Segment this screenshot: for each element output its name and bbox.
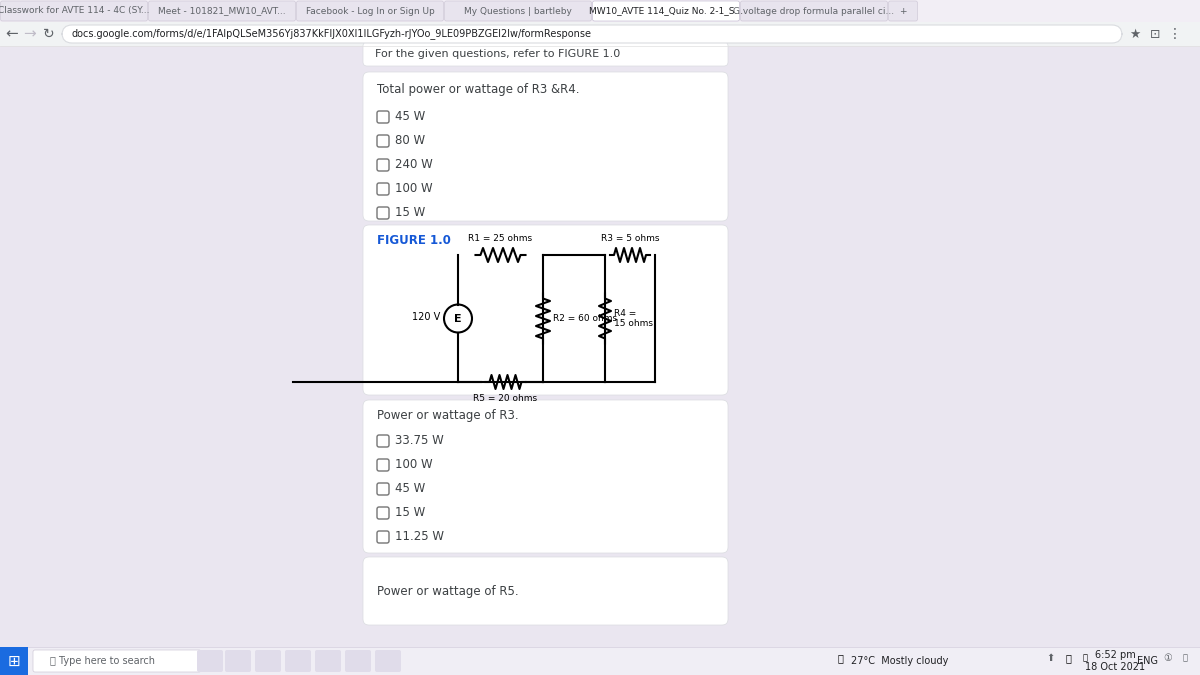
- FancyBboxPatch shape: [149, 1, 295, 21]
- FancyBboxPatch shape: [377, 459, 389, 471]
- Text: R4 =: R4 =: [614, 309, 636, 318]
- Text: 240 W: 240 W: [395, 159, 433, 171]
- FancyBboxPatch shape: [197, 650, 223, 672]
- FancyBboxPatch shape: [296, 1, 444, 21]
- Text: R1 = 25 ohms: R1 = 25 ohms: [468, 234, 533, 243]
- FancyBboxPatch shape: [444, 1, 592, 21]
- Bar: [0, 0, 1200, 22]
- Text: 15 W: 15 W: [395, 506, 425, 520]
- FancyBboxPatch shape: [377, 507, 389, 519]
- Text: 45 W: 45 W: [395, 111, 425, 124]
- Text: 80 W: 80 W: [395, 134, 425, 148]
- Text: For the given questions, refer to FIGURE 1.0: For the given questions, refer to FIGURE…: [374, 49, 620, 59]
- FancyBboxPatch shape: [377, 483, 389, 495]
- FancyBboxPatch shape: [364, 400, 728, 553]
- Circle shape: [444, 304, 472, 333]
- FancyBboxPatch shape: [593, 1, 739, 21]
- Text: MW10_AVTE 114_Quiz No. 2-1_S...: MW10_AVTE 114_Quiz No. 2-1_S...: [589, 7, 743, 16]
- Text: FIGURE 1.0: FIGURE 1.0: [377, 234, 451, 248]
- Text: Meet - 101821_MW10_AVT...: Meet - 101821_MW10_AVT...: [158, 7, 286, 16]
- FancyBboxPatch shape: [364, 225, 728, 395]
- FancyBboxPatch shape: [377, 111, 389, 123]
- Text: 📶: 📶: [1082, 653, 1087, 662]
- Text: docs.google.com/forms/d/e/1FAlpQLSeM356Yj837KkFIJX0XI1ILGFyzh-rJYOo_9LE09PBZGEl2: docs.google.com/forms/d/e/1FAlpQLSeM356Y…: [72, 28, 592, 39]
- Text: ⊡: ⊡: [1150, 28, 1160, 40]
- Text: 6:52 pm: 6:52 pm: [1094, 650, 1135, 660]
- Text: ⋮: ⋮: [1168, 27, 1182, 41]
- Text: ↻: ↻: [43, 27, 55, 41]
- FancyBboxPatch shape: [346, 650, 371, 672]
- FancyBboxPatch shape: [888, 1, 918, 21]
- Text: 🌤: 🌤: [838, 653, 842, 663]
- FancyBboxPatch shape: [314, 650, 341, 672]
- FancyBboxPatch shape: [740, 1, 888, 21]
- Text: ①: ①: [1164, 653, 1172, 663]
- Text: 120 V: 120 V: [412, 311, 440, 321]
- Text: 27°C  Mostly cloudy: 27°C Mostly cloudy: [851, 656, 949, 666]
- FancyBboxPatch shape: [286, 650, 311, 672]
- Text: Power or wattage of R5.: Power or wattage of R5.: [377, 585, 518, 597]
- Bar: [0, 647, 1200, 675]
- Text: 15 W: 15 W: [395, 207, 425, 219]
- FancyBboxPatch shape: [377, 159, 389, 171]
- FancyBboxPatch shape: [377, 207, 389, 219]
- Text: Facebook - Log In or Sign Up: Facebook - Log In or Sign Up: [306, 7, 434, 16]
- FancyBboxPatch shape: [364, 42, 728, 66]
- Text: ⬛: ⬛: [1182, 653, 1188, 662]
- Text: R3 = 5 ohms: R3 = 5 ohms: [601, 234, 659, 243]
- FancyBboxPatch shape: [34, 650, 202, 672]
- Text: Power or wattage of R3.: Power or wattage of R3.: [377, 410, 518, 423]
- Text: ★: ★: [1129, 28, 1141, 40]
- Text: ⬆: ⬆: [1046, 653, 1054, 663]
- Text: 100 W: 100 W: [395, 182, 433, 196]
- FancyBboxPatch shape: [62, 25, 1122, 43]
- Bar: [0, 22, 1200, 46]
- Text: 🔍 Type here to search: 🔍 Type here to search: [50, 656, 155, 666]
- Text: My Questions | bartleby: My Questions | bartleby: [464, 7, 572, 16]
- FancyBboxPatch shape: [226, 650, 251, 672]
- Text: 100 W: 100 W: [395, 458, 433, 472]
- FancyBboxPatch shape: [364, 557, 728, 625]
- FancyBboxPatch shape: [377, 183, 389, 195]
- Text: Total power or wattage of R3 &R4.: Total power or wattage of R3 &R4.: [377, 84, 580, 97]
- Text: ENG: ENG: [1138, 656, 1158, 666]
- FancyBboxPatch shape: [0, 1, 148, 21]
- FancyBboxPatch shape: [364, 72, 728, 221]
- FancyBboxPatch shape: [377, 135, 389, 147]
- Text: Classwork for AVTE 114 - 4C (SY...: Classwork for AVTE 114 - 4C (SY...: [0, 7, 150, 16]
- Text: ←: ←: [6, 26, 18, 41]
- Text: G voltage drop formula parallel ci...: G voltage drop formula parallel ci...: [733, 7, 894, 16]
- Text: R5 = 20 ohms: R5 = 20 ohms: [474, 394, 538, 403]
- Text: R2 = 60 ohms: R2 = 60 ohms: [553, 314, 617, 323]
- Text: E: E: [454, 313, 462, 323]
- FancyBboxPatch shape: [0, 647, 28, 675]
- FancyBboxPatch shape: [377, 435, 389, 447]
- Text: 11.25 W: 11.25 W: [395, 531, 444, 543]
- FancyBboxPatch shape: [377, 531, 389, 543]
- Text: →: →: [24, 26, 36, 41]
- FancyBboxPatch shape: [374, 650, 401, 672]
- Text: +: +: [899, 7, 907, 16]
- Text: 45 W: 45 W: [395, 483, 425, 495]
- Text: 18 Oct 2021: 18 Oct 2021: [1085, 662, 1145, 672]
- Text: ⊞: ⊞: [7, 653, 20, 668]
- Text: 🔈: 🔈: [1066, 653, 1070, 663]
- FancyBboxPatch shape: [256, 650, 281, 672]
- Text: 15 ohms: 15 ohms: [614, 319, 653, 328]
- Text: 33.75 W: 33.75 W: [395, 435, 444, 448]
